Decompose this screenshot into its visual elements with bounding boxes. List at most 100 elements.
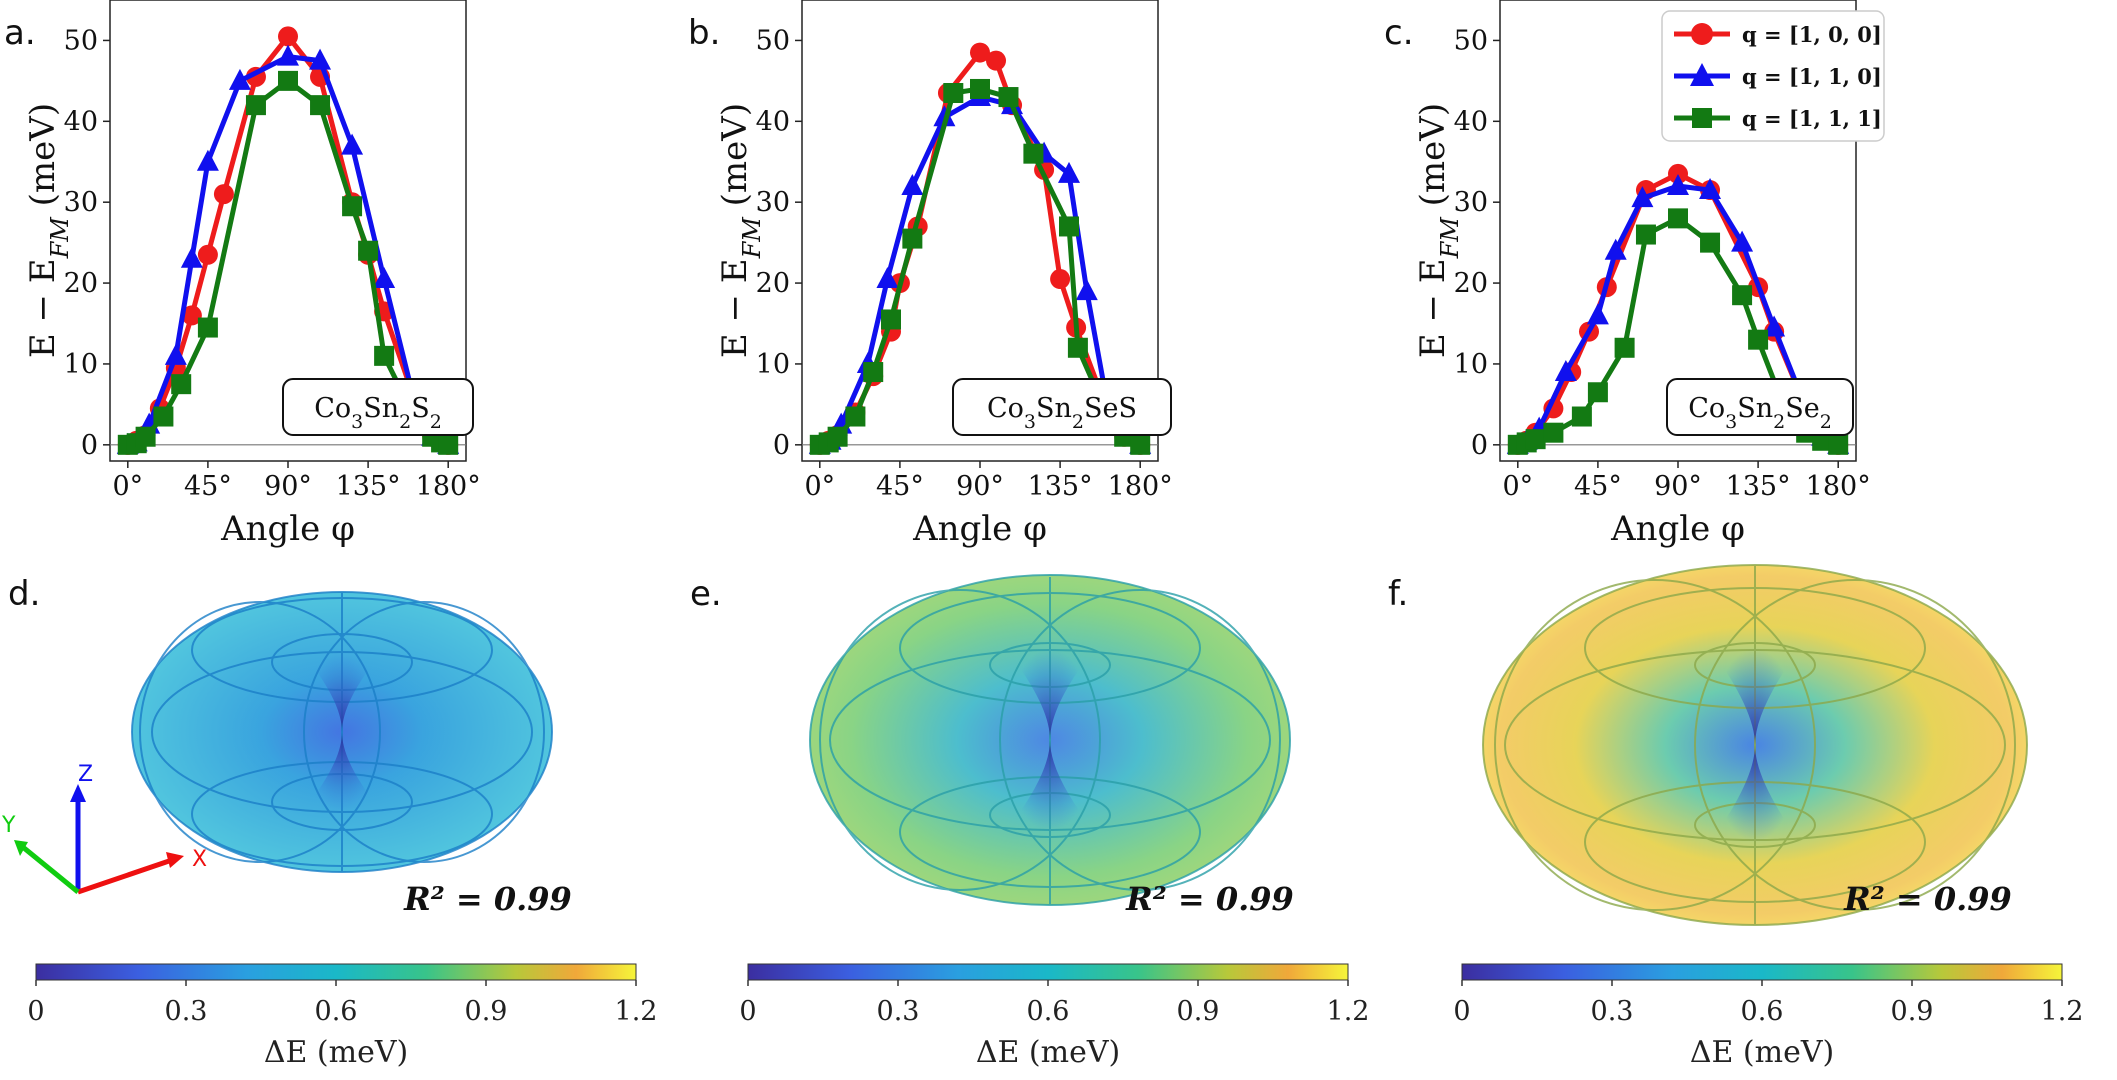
data-point bbox=[1631, 186, 1654, 208]
data-point bbox=[1635, 224, 1656, 245]
data-point bbox=[1731, 230, 1754, 252]
colorbar-3: 0 0.3 0.6 0.9 1.2 ΔE (meV) bbox=[1453, 963, 2083, 1070]
y-tick-label: 20 bbox=[64, 268, 98, 299]
y-tick-label: 20 bbox=[756, 268, 790, 299]
colorbar-tick-label: 0.9 bbox=[1177, 996, 1220, 1027]
r-squared: R² = 0.99 bbox=[1125, 880, 1294, 918]
data-point bbox=[341, 133, 364, 155]
data-point bbox=[135, 426, 156, 447]
line-charts: 0° 45° 90° 135° 180° 0 10 20 30 40 50 Angle φ E − EF… bbox=[4, 0, 1871, 549]
data-point bbox=[876, 267, 899, 289]
data-point bbox=[438, 434, 459, 455]
data-point bbox=[358, 240, 379, 261]
surface-panel-d: d. R² = 0.99 bbox=[8, 574, 572, 918]
data-point bbox=[1023, 143, 1044, 164]
data-point bbox=[1543, 422, 1564, 443]
r-squared: R² = 0.99 bbox=[1843, 880, 2012, 918]
y-axis-arrow bbox=[22, 846, 80, 894]
x-tick-label: 45° bbox=[876, 471, 924, 502]
surface-panel-e: e. R² = 0.99 bbox=[690, 574, 1294, 918]
x-tick-label: 90° bbox=[1654, 471, 1702, 502]
legend: q = [1, 0, 0] q = [1, 1, 0] q = [1, 1, 1… bbox=[1661, 10, 1885, 142]
funnel-center bbox=[300, 650, 384, 814]
data-point bbox=[342, 196, 363, 217]
y-tick-label: 40 bbox=[756, 106, 790, 137]
colorbar-tick-label: 0 bbox=[27, 996, 44, 1027]
y-tick-label: 0 bbox=[773, 430, 790, 461]
y-tick-label: 10 bbox=[64, 349, 98, 380]
x-tick-label: 90° bbox=[956, 471, 1004, 502]
data-point bbox=[970, 42, 990, 63]
legend-label: q = [1, 1, 0] bbox=[1742, 64, 1882, 89]
data-point bbox=[1075, 279, 1098, 301]
x-axis-label: X bbox=[192, 847, 207, 872]
data-point bbox=[1700, 232, 1721, 253]
data-point bbox=[181, 305, 202, 326]
y-tick-label: 0 bbox=[81, 430, 98, 461]
colorbar-gradient bbox=[747, 963, 1349, 981]
x-tick-label: 45° bbox=[1574, 471, 1622, 502]
r-squared: R² = 0.99 bbox=[403, 880, 572, 918]
x-tick-label: 135° bbox=[1726, 471, 1791, 502]
data-point bbox=[180, 246, 203, 268]
panel-label: b. bbox=[688, 13, 720, 53]
series-square bbox=[1507, 208, 1849, 455]
x-axis-label: Angle φ bbox=[1610, 509, 1745, 549]
data-point bbox=[245, 95, 266, 116]
data-point bbox=[1614, 337, 1635, 358]
y-tick-label: 30 bbox=[64, 187, 98, 218]
data-point bbox=[196, 149, 219, 171]
colorbar-tick-label: 0.3 bbox=[877, 996, 920, 1027]
y-tick-label: 0 bbox=[1471, 430, 1488, 461]
y-tick-label: 50 bbox=[64, 25, 98, 56]
y-tick-label: 10 bbox=[756, 349, 790, 380]
y-tick-label: 30 bbox=[1454, 187, 1488, 218]
data-point bbox=[197, 244, 218, 265]
data-point bbox=[1067, 337, 1088, 358]
z-axis-label: Z bbox=[78, 762, 93, 787]
data-point bbox=[164, 343, 187, 365]
legend-label: q = [1, 1, 1] bbox=[1742, 106, 1882, 131]
data-point bbox=[1748, 329, 1769, 350]
legend-entry-110: q = [1, 1, 0] bbox=[1674, 63, 1882, 89]
data-point bbox=[374, 345, 395, 366]
data-point bbox=[1667, 174, 1689, 196]
data-point bbox=[1058, 161, 1080, 183]
data-point bbox=[278, 26, 298, 47]
data-point bbox=[228, 68, 251, 90]
colorbar-2: 0 0.3 0.6 0.9 1.2 ΔE (meV) bbox=[739, 963, 1369, 1070]
line-chart-2: 0° 45° 90° 135° 180° 0 10 20 30 40 50 Angle φ E − EF… bbox=[688, 0, 1173, 549]
colorbar-label: ΔE (meV) bbox=[976, 1035, 1120, 1070]
data-point bbox=[863, 362, 884, 383]
x-tick-label: 90° bbox=[264, 471, 312, 502]
data-point bbox=[881, 309, 901, 330]
x-tick-label: 180° bbox=[1806, 471, 1871, 502]
colorbars: 0 0.3 0.6 0.9 1.2 ΔE (meV) 0 0.3 0.6 0.9 1.2 ΔE (me… bbox=[27, 963, 2083, 1070]
data-point bbox=[1763, 315, 1786, 337]
material-label-box: Co3Sn2Se2 bbox=[1666, 378, 1854, 436]
data-point bbox=[1059, 216, 1079, 237]
x-axis-arrow bbox=[77, 857, 173, 895]
data-point bbox=[1554, 360, 1577, 382]
colorbar-tick-label: 0.9 bbox=[1891, 996, 1934, 1027]
y-tick-label: 50 bbox=[756, 25, 790, 56]
data-point bbox=[970, 78, 990, 99]
x-tick-label: 180° bbox=[1108, 471, 1173, 502]
legend-box bbox=[1661, 10, 1885, 142]
material-formula: Co3Sn2SeS bbox=[987, 393, 1137, 433]
data-point bbox=[153, 406, 174, 427]
data-point bbox=[1699, 178, 1722, 200]
y-axis-label: Y bbox=[1, 813, 16, 838]
data-point bbox=[1668, 163, 1688, 184]
x-tick-label: 135° bbox=[336, 471, 401, 502]
surface-mesh bbox=[809, 574, 1291, 906]
y-axis-label: E − EFM (meV) bbox=[715, 103, 766, 358]
data-point bbox=[213, 184, 234, 205]
colorbar-label: ΔE (meV) bbox=[1690, 1035, 1834, 1070]
colorbar-tick-label: 1.2 bbox=[615, 996, 658, 1027]
data-point bbox=[373, 267, 396, 289]
funnel-center bbox=[1005, 648, 1095, 832]
panel-label: c. bbox=[1384, 13, 1414, 53]
colorbar-gradient bbox=[35, 963, 637, 981]
data-point bbox=[901, 174, 924, 196]
